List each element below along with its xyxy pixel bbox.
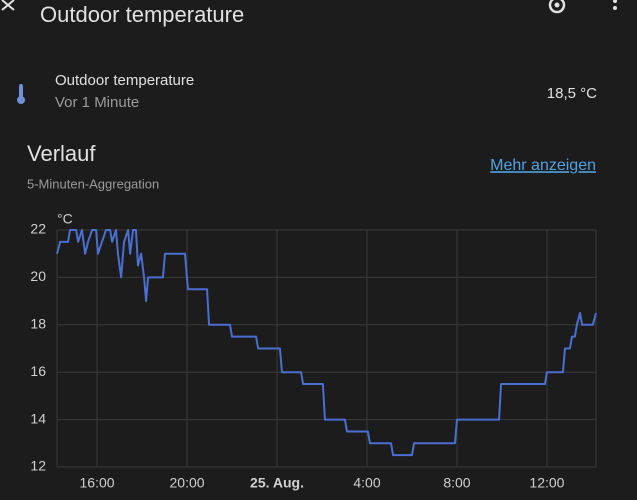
menu-icon[interactable] — [613, 0, 617, 10]
entity-state: 18,5 °C — [547, 85, 597, 102]
history-title: Verlauf — [27, 141, 96, 166]
entity-last-changed: Vor 1 Minute — [55, 94, 139, 111]
thermometer-icon — [17, 84, 25, 104]
history-subtitle: 5-Minuten-Aggregation — [27, 176, 159, 191]
x-tick-label: 20:00 — [170, 475, 205, 491]
y-tick-label: 20 — [30, 268, 46, 284]
x-tick-label: 12:00 — [529, 475, 564, 491]
more-link[interactable]: Mehr anzeigen — [490, 157, 596, 174]
x-tick-label: 16:00 — [80, 475, 115, 491]
y-tick-label: 16 — [30, 363, 46, 379]
chart: 12 14 16 18 20 22 16:00 20:00 25. Aug. 4:00 8:00 12… — [30, 221, 597, 491]
y-tick-label: 14 — [30, 410, 46, 426]
y-unit: °C — [57, 211, 73, 227]
temperature-line — [56, 229, 597, 457]
settings-icon[interactable] — [548, 0, 566, 14]
x-tick-label: 4:00 — [353, 475, 380, 491]
x-tick-label: 25. Aug. — [250, 475, 304, 491]
y-tick-label: 22 — [30, 221, 46, 237]
close-icon[interactable] — [1, 0, 15, 11]
y-tick-label: 12 — [30, 458, 46, 474]
entity-name: Outdoor temperature — [55, 72, 194, 89]
page-title: Outdoor temperature — [40, 2, 244, 27]
y-tick-label: 18 — [30, 316, 46, 332]
x-tick-label: 8:00 — [443, 475, 470, 491]
